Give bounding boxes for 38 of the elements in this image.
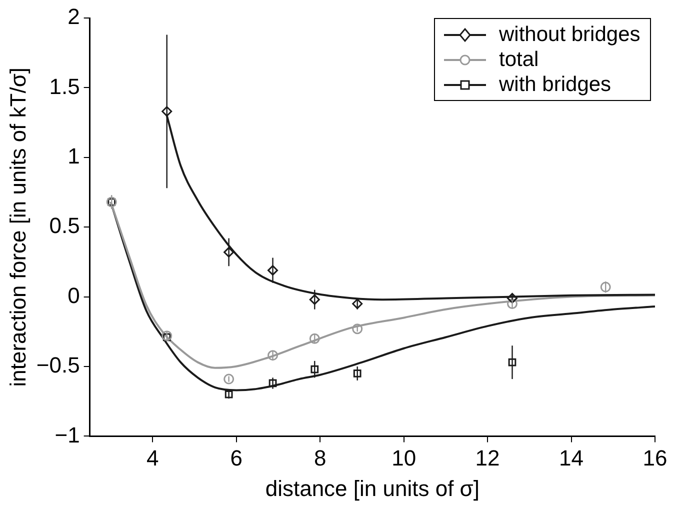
point <box>506 292 518 304</box>
point <box>352 298 363 310</box>
x-tick-label: 10 <box>392 445 416 470</box>
point <box>224 246 234 258</box>
x-axis-title: distance [in units of σ] <box>265 476 480 501</box>
point <box>508 358 516 366</box>
point <box>353 370 362 378</box>
x-tick-label: 4 <box>146 445 159 470</box>
legend-label: total <box>499 47 539 72</box>
y-tick-label: 1.5 <box>49 74 80 99</box>
point <box>600 282 611 292</box>
y-axis-title: interaction force [in units of kT/σ] <box>5 67 30 387</box>
point <box>224 374 234 384</box>
point <box>162 333 171 342</box>
point <box>309 294 320 305</box>
x-tick-label: 6 <box>230 445 242 470</box>
y-tick-label: 0.5 <box>49 213 80 238</box>
y-tick-label: 2 <box>68 4 80 30</box>
point <box>310 365 319 374</box>
point <box>352 324 363 334</box>
point <box>268 379 277 388</box>
point <box>162 106 172 117</box>
point <box>506 298 518 310</box>
x-tick-label: 12 <box>475 445 500 470</box>
x-tick-label: 14 <box>559 445 584 470</box>
x-tick-label: 16 <box>642 445 668 470</box>
point <box>309 333 320 344</box>
y-tick-label: −0.5 <box>36 352 80 378</box>
x-tick-label: 8 <box>314 445 326 470</box>
y-tick-label: 0 <box>68 282 80 308</box>
legend-label: without bridges <box>499 22 640 47</box>
y-tick-label: −1 <box>54 422 80 448</box>
point <box>162 330 172 342</box>
y-tick-label: 1 <box>68 143 80 168</box>
point <box>268 350 278 361</box>
point <box>224 390 233 398</box>
point <box>268 265 278 276</box>
legend-label: with bridges <box>499 72 612 97</box>
